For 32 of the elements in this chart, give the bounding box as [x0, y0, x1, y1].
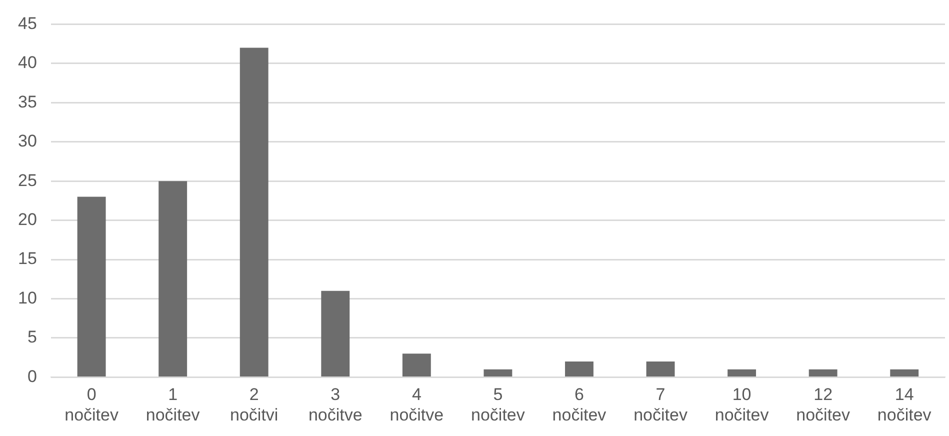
bar [484, 369, 512, 376]
x-tick-label: 3 nočitve [308, 385, 362, 424]
x-tick-label: 7 nočitev [634, 385, 688, 424]
bar [808, 369, 838, 376]
bar [890, 369, 919, 376]
x-tick-label: 0 nočitev [64, 385, 119, 424]
bar [728, 369, 756, 376]
bar [77, 196, 106, 376]
x-tick-label: 5 nočitev [471, 385, 526, 424]
bar [646, 362, 675, 376]
y-tick-label: 5 [27, 328, 37, 347]
y-tick-label: 35 [18, 92, 37, 112]
bar [321, 290, 350, 376]
x-tick-label: 10 nočitev [714, 385, 770, 424]
y-tick-label: 40 [18, 53, 37, 72]
x-tick-label: 12 nočitev [796, 385, 851, 424]
x-tick-label: 1 nočitev [146, 385, 200, 424]
y-tick-label: 30 [18, 132, 37, 151]
y-tick-label: 20 [18, 210, 37, 229]
x-tick-label: 4 nočitve [390, 385, 444, 424]
x-tick-label: 14 nočitev [877, 385, 932, 424]
y-tick-label: 15 [18, 249, 37, 268]
y-tick-label: 0 [27, 366, 37, 386]
bar [402, 354, 431, 376]
bar [158, 181, 188, 376]
bar [565, 362, 594, 376]
x-tick-label: 2 nočitvi [230, 385, 278, 424]
y-tick-label: 25 [18, 170, 37, 190]
x-tick-label: 6 nočitev [552, 385, 607, 424]
y-tick-label: 10 [18, 288, 37, 308]
bar [240, 48, 268, 376]
y-tick-label: 45 [18, 14, 37, 33]
